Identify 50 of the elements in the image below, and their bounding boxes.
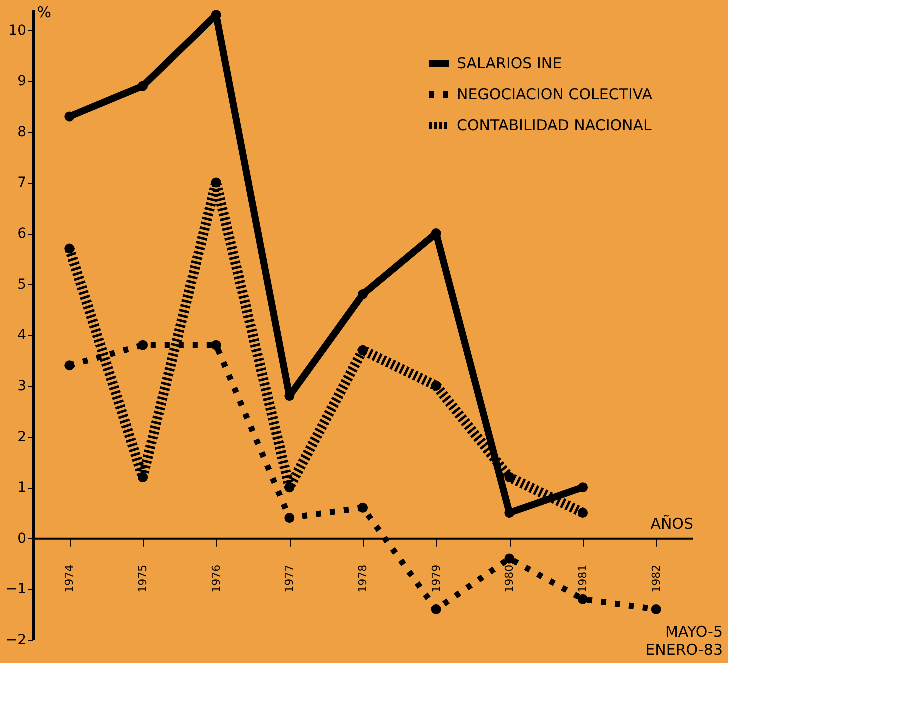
y-tick-label: 10 [8, 22, 26, 39]
x-tick-label: 1981 [576, 564, 590, 593]
point [358, 290, 368, 300]
y-tick-label: 3 [18, 378, 26, 394]
y-tick-label: −1 [6, 582, 26, 598]
point [64, 244, 75, 254]
point [578, 594, 588, 604]
point [504, 472, 515, 482]
point [358, 345, 368, 356]
point [138, 340, 148, 350]
x-tick-label: 1980 [503, 564, 516, 593]
point [431, 380, 442, 391]
point [504, 554, 515, 564]
point [284, 513, 295, 524]
y-tick-label: −2 [6, 632, 26, 648]
y-tick-label: 8 [18, 124, 26, 140]
point [138, 472, 148, 482]
x-tick-label: 1974 [63, 564, 76, 593]
point [284, 482, 295, 493]
point [64, 112, 75, 122]
legend-label: CONTABILIDAD NACIONAL [457, 116, 653, 134]
point [138, 81, 148, 92]
y-tick-label: 9 [18, 74, 26, 90]
point [64, 360, 75, 371]
x-tick-label: 1982 [650, 564, 663, 593]
point [651, 604, 662, 615]
legend-label: NEGOCIACION COLECTIVA [457, 86, 654, 104]
point [431, 604, 442, 615]
y-tick-label: 1 [18, 480, 26, 496]
x-tick-label: 1978 [356, 564, 370, 593]
point [578, 508, 588, 518]
y-tick-label: 4 [18, 328, 27, 344]
point [211, 340, 222, 350]
y-axis-title: % [37, 4, 52, 22]
x-axis-title: AÑOS [650, 514, 694, 533]
y-tick-label: 7 [18, 175, 26, 192]
x-tick-label: 1976 [210, 564, 223, 593]
y-tick-label: 5 [18, 276, 26, 293]
y-tick-label: 2 [18, 429, 26, 446]
point [578, 482, 588, 493]
legend-label: SALARIOS INE [457, 54, 562, 72]
y-tick-label: 6 [18, 226, 27, 242]
annotation: MAYO-5 [665, 623, 723, 641]
x-tick-label: 1977 [283, 564, 296, 593]
text: ENERO-83 [646, 641, 723, 659]
y-tick-label: 0 [18, 530, 26, 547]
x-tick-label: 1979 [430, 564, 443, 593]
point [358, 502, 368, 513]
x-tick-label: 1975 [136, 564, 150, 593]
point [211, 178, 222, 188]
